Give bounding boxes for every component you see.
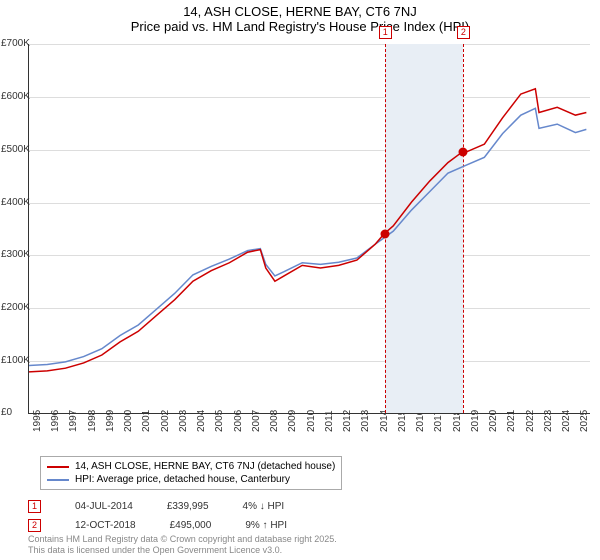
page-subtitle: Price paid vs. HM Land Registry's House …: [0, 19, 600, 34]
xtick-label: 2010: [306, 410, 317, 432]
xtick-label: 2023: [543, 410, 554, 432]
legend-item: HPI: Average price, detached house, Cant…: [47, 473, 335, 486]
xtick-label: 2022: [525, 410, 536, 432]
series-property: [29, 89, 586, 372]
ytick-label: £500K: [1, 144, 30, 155]
xtick-label: 2016: [415, 410, 426, 432]
ytick-label: £700K: [1, 38, 30, 49]
xtick-label: 2012: [342, 410, 353, 432]
legend-swatch: [47, 466, 69, 468]
ytick-label: £100K: [1, 355, 30, 366]
legend: 14, ASH CLOSE, HERNE BAY, CT6 7NJ (detac…: [40, 456, 342, 490]
transaction-row: 1 04-JUL-2014 £339,995 4% ↓ HPI: [28, 500, 284, 513]
xtick-label: 2003: [178, 410, 189, 432]
ytick-label: £400K: [1, 197, 30, 208]
transaction-row: 2 12-OCT-2018 £495,000 9% ↑ HPI: [28, 519, 287, 532]
footer-line: This data is licensed under the Open Gov…: [28, 545, 337, 557]
sale-point: [380, 230, 389, 239]
xtick-label: 2025: [579, 410, 590, 432]
xtick-label: 2021: [506, 410, 517, 432]
xtick-label: 2008: [269, 410, 280, 432]
transaction-price: £339,995: [167, 501, 209, 512]
xtick-label: 1998: [87, 410, 98, 432]
marker-box: 1: [379, 26, 392, 39]
ytick-label: £0: [1, 407, 12, 418]
marker-box: 2: [457, 26, 470, 39]
marker-box: 2: [28, 519, 41, 532]
transaction-delta: 4% ↓ HPI: [243, 501, 285, 512]
xtick-label: 1999: [105, 410, 116, 432]
sale-point: [458, 148, 467, 157]
xtick-label: 2020: [488, 410, 499, 432]
chart-lines: [29, 44, 590, 413]
transaction-date: 12-OCT-2018: [75, 520, 136, 531]
transaction-price: £495,000: [170, 520, 212, 531]
marker-box: 1: [28, 500, 41, 513]
xtick-label: 2000: [123, 410, 134, 432]
legend-label: 14, ASH CLOSE, HERNE BAY, CT6 7NJ (detac…: [75, 461, 335, 472]
xtick-label: 2009: [287, 410, 298, 432]
series-hpi: [29, 108, 586, 365]
xtick-label: 2019: [470, 410, 481, 432]
xtick-label: 2004: [196, 410, 207, 432]
xtick-label: 1996: [50, 410, 61, 432]
ytick-label: £200K: [1, 302, 30, 313]
xtick-label: 2011: [324, 410, 335, 432]
ytick-label: £600K: [1, 91, 30, 102]
xtick-label: 2001: [141, 410, 152, 432]
page-title: 14, ASH CLOSE, HERNE BAY, CT6 7NJ: [0, 0, 600, 19]
xtick-label: 2015: [397, 410, 408, 432]
transaction-date: 04-JUL-2014: [75, 501, 133, 512]
xtick-label: 2013: [360, 410, 371, 432]
xtick-label: 2005: [214, 410, 225, 432]
xtick-label: 1997: [68, 410, 79, 432]
price-chart: £0£100K£200K£300K£400K£500K£600K£700K199…: [28, 44, 590, 414]
xtick-label: 2014: [379, 410, 390, 432]
xtick-label: 2007: [251, 410, 262, 432]
xtick-label: 2002: [160, 410, 171, 432]
xtick-label: 2024: [561, 410, 572, 432]
legend-label: HPI: Average price, detached house, Cant…: [75, 474, 290, 485]
footer-attribution: Contains HM Land Registry data © Crown c…: [28, 534, 337, 557]
legend-swatch: [47, 479, 69, 481]
xtick-label: 2017: [433, 410, 444, 432]
transaction-delta: 9% ↑ HPI: [245, 520, 287, 531]
xtick-label: 1995: [32, 410, 43, 432]
xtick-label: 2018: [452, 410, 463, 432]
ytick-label: £300K: [1, 249, 30, 260]
footer-line: Contains HM Land Registry data © Crown c…: [28, 534, 337, 546]
xtick-label: 2006: [233, 410, 244, 432]
legend-item: 14, ASH CLOSE, HERNE BAY, CT6 7NJ (detac…: [47, 460, 335, 473]
